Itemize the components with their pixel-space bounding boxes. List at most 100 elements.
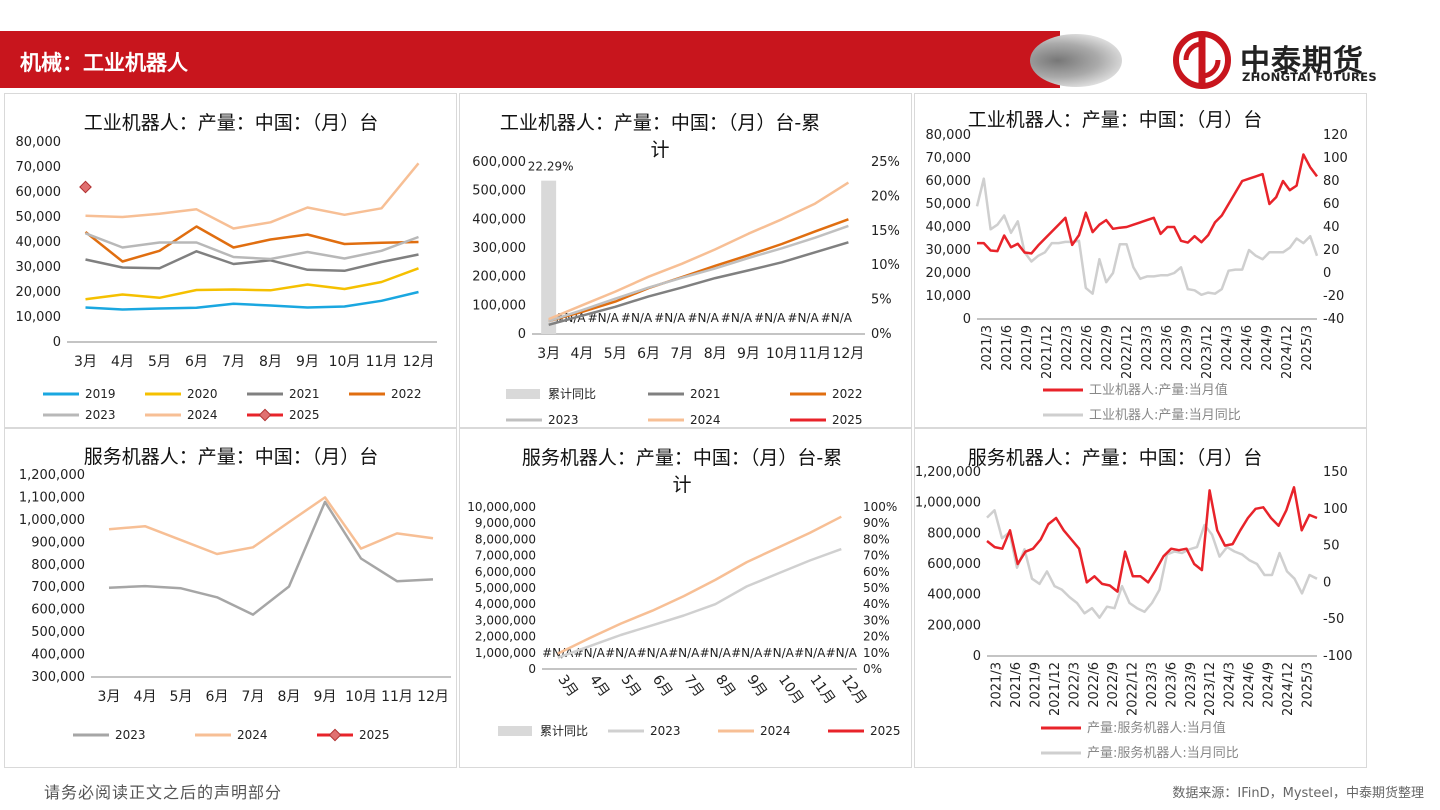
na-data-label: #N/A: [668, 646, 700, 660]
series-line-2024: [108, 496, 434, 556]
x-tick-label: 5月: [148, 354, 171, 370]
na-data-label: #N/A: [605, 646, 637, 660]
x-tick-label: 2022/9: [1106, 662, 1121, 708]
x-tick-label: 6月: [185, 354, 208, 370]
x-tick-label: 2021/12: [1040, 325, 1055, 379]
y2-tick-label: 90%: [863, 516, 890, 530]
y2-tick-label: -40: [1323, 312, 1344, 327]
legend-label-2021: 2021: [690, 387, 721, 401]
x-tick-label: 10月: [775, 672, 806, 707]
chart-title: 服务机器人：产量：中国：（月）台: [968, 447, 1263, 469]
y-tick-label: 8,000,000: [475, 532, 536, 546]
y-tick-label: 300,000: [472, 241, 526, 256]
x-tick-label: 6月: [649, 672, 675, 700]
na-data-label: #N/A: [731, 646, 763, 660]
y-tick-label: 1,000,000: [475, 646, 536, 660]
y-tick-label: 60,000: [926, 174, 972, 189]
x-tick-label: 7月: [680, 672, 706, 700]
logo-english-name: ZHONGTAI FUTURES: [1242, 70, 1377, 84]
x-tick-label: 10月: [766, 346, 798, 362]
x-tick-label: 2022/3: [1067, 662, 1082, 708]
y2-tick-label: 40: [1323, 220, 1340, 235]
x-tick-label: 2021/12: [1048, 662, 1063, 716]
y2-tick-label: 0: [1323, 575, 1331, 590]
legend-swatch-累计同比: [498, 726, 532, 736]
y-tick-label: 2,000,000: [475, 630, 536, 644]
x-tick-label: 3月: [554, 672, 580, 700]
series-line-2024: [557, 515, 842, 655]
x-tick-label: 5月: [604, 346, 627, 362]
x-tick-label: 12月: [417, 689, 449, 705]
banner-shadow-decoration: [1030, 34, 1122, 87]
x-tick-label: 11月: [366, 354, 398, 370]
y-tick-label: 20,000: [926, 266, 972, 281]
x-tick-label: 2021/9: [1020, 325, 1035, 371]
x-tick-label: 9月: [737, 346, 760, 362]
legend-label: 工业机器人:产量:当月值: [1089, 382, 1228, 398]
series-line-2021: [548, 241, 849, 327]
x-tick-label: 4月: [570, 346, 593, 362]
legend-label: 工业机器人:产量:当月同比: [1089, 408, 1241, 423]
legend-label-2024: 2024: [187, 408, 218, 422]
x-tick-label: 2022/9: [1100, 325, 1115, 371]
y-tick-label: 5,000,000: [475, 581, 536, 595]
x-tick-label: 2021/3: [980, 325, 995, 371]
x-tick-label: 4月: [134, 689, 157, 705]
y-tick-label: 20,000: [16, 285, 62, 300]
na-data-label: #N/A: [826, 646, 858, 660]
y2-tick-label: 120: [1323, 128, 1348, 143]
y-tick-label: 1,000,000: [915, 496, 981, 511]
company-logo: 中泰期货 ZHONGTAI FUTURES: [1172, 30, 1412, 90]
legend-label-2022: 2022: [391, 387, 422, 401]
header-banner: [0, 31, 1060, 88]
x-tick-label: 6月: [637, 346, 660, 362]
y2-tick-label: 15%: [871, 224, 900, 239]
x-tick-label: 11月: [806, 672, 837, 707]
chart-title: 服务机器人：产量：中国：（月）台-累: [522, 447, 842, 469]
na-data-label: #N/A: [794, 646, 826, 660]
x-tick-label: 12月: [838, 672, 869, 707]
y-tick-label: 70,000: [16, 160, 62, 175]
chart-title: 服务机器人：产量：中国：（月）台: [84, 446, 379, 468]
series-line-2023: [548, 224, 849, 323]
x-tick-label: 9月: [743, 672, 769, 700]
chart-industrial-cumulative: 工业机器人：产量：中国：（月）台-累计 0 100,000 200,000 300,00…: [472, 112, 900, 427]
x-tick-label: 2021/9: [1029, 662, 1044, 708]
y-tick-label: 40,000: [16, 235, 62, 250]
legend-label-2024: 2024: [237, 728, 268, 742]
x-tick-label: 2024/9: [1260, 325, 1275, 371]
x-tick-label: 11月: [381, 689, 413, 705]
y2-tick-label: 100: [1323, 502, 1348, 517]
y-tick-label: 1,000,000: [19, 513, 85, 528]
y-tick-label: 10,000: [926, 289, 972, 304]
y-tick-label: 100,000: [472, 298, 526, 313]
na-data-label: #N/A: [821, 311, 853, 325]
legend-label-2025: 2025: [832, 413, 863, 427]
y2-tick-label: -20: [1323, 289, 1344, 304]
x-tick-label: 8月: [704, 346, 727, 362]
legend-swatch-累计同比: [506, 389, 540, 399]
x-tick-label: 2023/9: [1184, 662, 1199, 708]
y-tick-label: 800,000: [927, 526, 981, 541]
y-tick-label: 800,000: [31, 558, 85, 573]
series-line-value: [977, 153, 1319, 255]
x-tick-label: 3月: [74, 354, 97, 370]
y-tick-label: 60,000: [16, 185, 62, 200]
legend-label-2023: 2023: [115, 728, 146, 742]
y2-tick-label: 20%: [871, 189, 900, 204]
na-data-label: #N/A: [621, 311, 653, 325]
y2-tick-label: 25%: [871, 155, 900, 170]
chart-panel-industrial-cumulative: 工业机器人：产量：中国：（月）台-累计 0 100,000 200,000 300,00…: [459, 93, 912, 428]
x-tick-label: 5月: [617, 672, 643, 700]
y2-tick-label: 10%: [863, 646, 890, 660]
point-2025: [79, 180, 92, 194]
y-tick-label: 0: [53, 335, 61, 350]
y-tick-label: 600,000: [472, 155, 526, 170]
y2-tick-label: 20%: [863, 630, 890, 644]
chart-industrial-timeseries: 工业机器人：产量：中国：（月）台 0 10,000 20,000 30,000 40,00…: [926, 109, 1348, 423]
y-tick-label: 600,000: [927, 557, 981, 572]
series-line-value: [986, 486, 1318, 593]
x-tick-label: 3月: [98, 689, 121, 705]
y-tick-label: 10,000: [16, 310, 62, 325]
y2-tick-label: -50: [1323, 612, 1344, 627]
